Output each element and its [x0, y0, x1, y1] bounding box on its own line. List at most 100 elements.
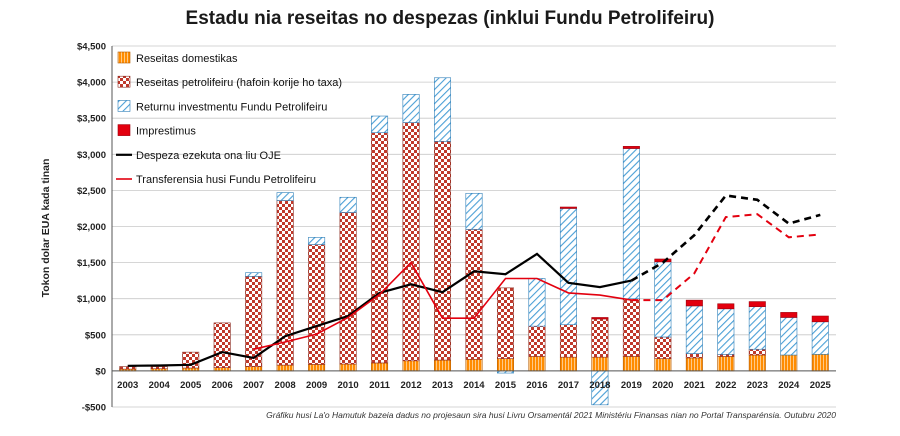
y-tick-label: $3,500 [77, 114, 106, 125]
line-spending-actual [127, 252, 632, 367]
x-tick-label: 2011 [369, 380, 390, 391]
x-tick-label: 2013 [432, 380, 453, 391]
bar-fund-return-2023 [748, 306, 766, 350]
legend-label: Despeza ezekuta ona liu OJE [136, 150, 281, 162]
bar-petroleum-2016 [528, 325, 546, 357]
bar-domestic-2019 [622, 356, 640, 372]
bar-fund-return-2019 [622, 148, 640, 299]
bar-petroleum-2009 [308, 244, 326, 365]
legend-swatch-loans [117, 124, 131, 136]
lines [127, 194, 821, 367]
x-tick-label: 2009 [306, 380, 327, 391]
bar-petroleum-2018 [591, 318, 609, 358]
x-tick-label: 2010 [338, 380, 359, 391]
bar-domestic-2023 [748, 354, 766, 372]
bar-loans-2022 [717, 303, 735, 310]
x-tick-label: 2007 [243, 380, 264, 391]
x-tick-label: 2012 [400, 380, 421, 391]
bar-petroleum-2006 [213, 322, 231, 368]
line-transfer-actual [253, 261, 632, 350]
chart-title: Estadu nia reseitas no despezas (inklui … [185, 8, 715, 29]
x-tick-label: 2020 [652, 380, 673, 391]
legend-swatch-petroleum [117, 75, 131, 88]
bar-domestic-2021 [685, 357, 703, 372]
bar-domestic-2014 [465, 359, 483, 372]
line-spending-projection [630, 194, 821, 282]
bars [119, 77, 829, 406]
x-tick-label: 2008 [275, 380, 296, 391]
bar-fund-return-2012 [402, 94, 420, 123]
x-tick-label: 2022 [715, 380, 736, 391]
bar-petroleum-2023 [748, 348, 766, 356]
bar-domestic-2015 [496, 358, 514, 372]
bar-domestic-2012 [402, 360, 420, 372]
bar-loans-2018 [591, 317, 609, 320]
legend-label: Transferensia husi Fundu Petrolifeiru [136, 174, 316, 186]
x-tick-label: 2003 [117, 380, 138, 391]
bar-petroleum-2013 [434, 141, 452, 361]
x-tick-label: 2017 [558, 380, 579, 391]
bar-fund-return-2016 [528, 278, 546, 327]
bar-loans-2021 [685, 299, 703, 307]
legend-swatch-domestic [117, 51, 131, 64]
bar-domestic-2017 [559, 356, 577, 372]
x-tick-label: 2021 [684, 380, 706, 391]
bar-fund-return-2007 [245, 272, 263, 277]
bar-domestic-2009 [308, 364, 326, 372]
bar-domestic-2020 [654, 358, 672, 372]
bar-domestic-2010 [339, 363, 357, 372]
bar-fund-return-2013 [434, 77, 452, 142]
bar-domestic-2016 [528, 356, 546, 372]
x-tick-label: 2014 [463, 380, 485, 391]
bar-fund-return-2022 [717, 308, 735, 355]
legend-label: Reseitas petrolifeiru (hafoin korije ho … [136, 77, 342, 89]
bar-fund-return-2008 [276, 192, 294, 201]
x-tick-label: 2018 [589, 380, 610, 391]
bar-fund-return-2025 [811, 321, 829, 355]
x-tick-label: 2023 [747, 380, 768, 391]
y-tick-label: -$500 [82, 403, 106, 414]
bar-loans-2017 [559, 206, 577, 209]
y-tick-label: $3,000 [77, 150, 106, 161]
bar-petroleum-2022 [717, 353, 735, 357]
x-tick-label: 2025 [810, 380, 832, 391]
bar-petroleum-2017 [559, 324, 577, 358]
chart-caption: Gráfiku husi La'o Hamutuk bazeia dadus n… [266, 410, 836, 420]
bar-domestic-2022 [717, 356, 735, 372]
bar-petroleum-2004 [150, 366, 168, 370]
bar-loans-2023 [748, 301, 766, 307]
x-tick-label: 2004 [149, 380, 171, 391]
y-tick-label: $4,500 [77, 42, 106, 53]
bar-fund-return-2017 [559, 208, 577, 325]
legend-label: Returnu investmentu Fundu Petrolifeiru [136, 101, 327, 113]
bar-petroleum-2020 [654, 336, 672, 359]
y-tick-label: $500 [85, 330, 106, 341]
bar-domestic-2011 [371, 362, 389, 372]
bar-domestic-2024 [780, 354, 798, 372]
legend-label: Reseitas domestikas [136, 53, 238, 65]
y-tick-label: $1,500 [77, 258, 106, 269]
x-tick-label: 2024 [778, 380, 800, 391]
bar-fund-return-2014 [465, 192, 483, 230]
bar-petroleum-2011 [371, 132, 389, 364]
bar-petroleum-2003 [119, 366, 137, 370]
y-tick-label: $2,500 [77, 186, 106, 197]
bar-petroleum-2021 [685, 353, 703, 359]
bar-fund-return-2021 [685, 305, 703, 354]
axes: -$500 $0 $500 $1,000 $1,500 $2,000 $2,500 $3,00… [77, 42, 836, 414]
y-tick-label: $1,000 [77, 294, 106, 305]
x-tick-label: 2016 [526, 380, 547, 391]
legend: Reseitas domestikas Reseitas petrolifeiru… [116, 51, 342, 186]
x-tick-label: 2019 [621, 380, 642, 391]
bar-domestic-2018 [591, 356, 609, 372]
line-transfer-projection [631, 213, 821, 302]
bar-petroleum-2015 [496, 287, 514, 359]
legend-label: Imprestimus [136, 126, 196, 138]
y-tick-label: $2,000 [77, 222, 106, 233]
bar-domestic-2007 [245, 366, 263, 372]
x-tick-label: 2015 [495, 380, 517, 391]
bar-fund-return-2011 [371, 115, 389, 133]
bar-fund-return-2010 [339, 196, 357, 213]
